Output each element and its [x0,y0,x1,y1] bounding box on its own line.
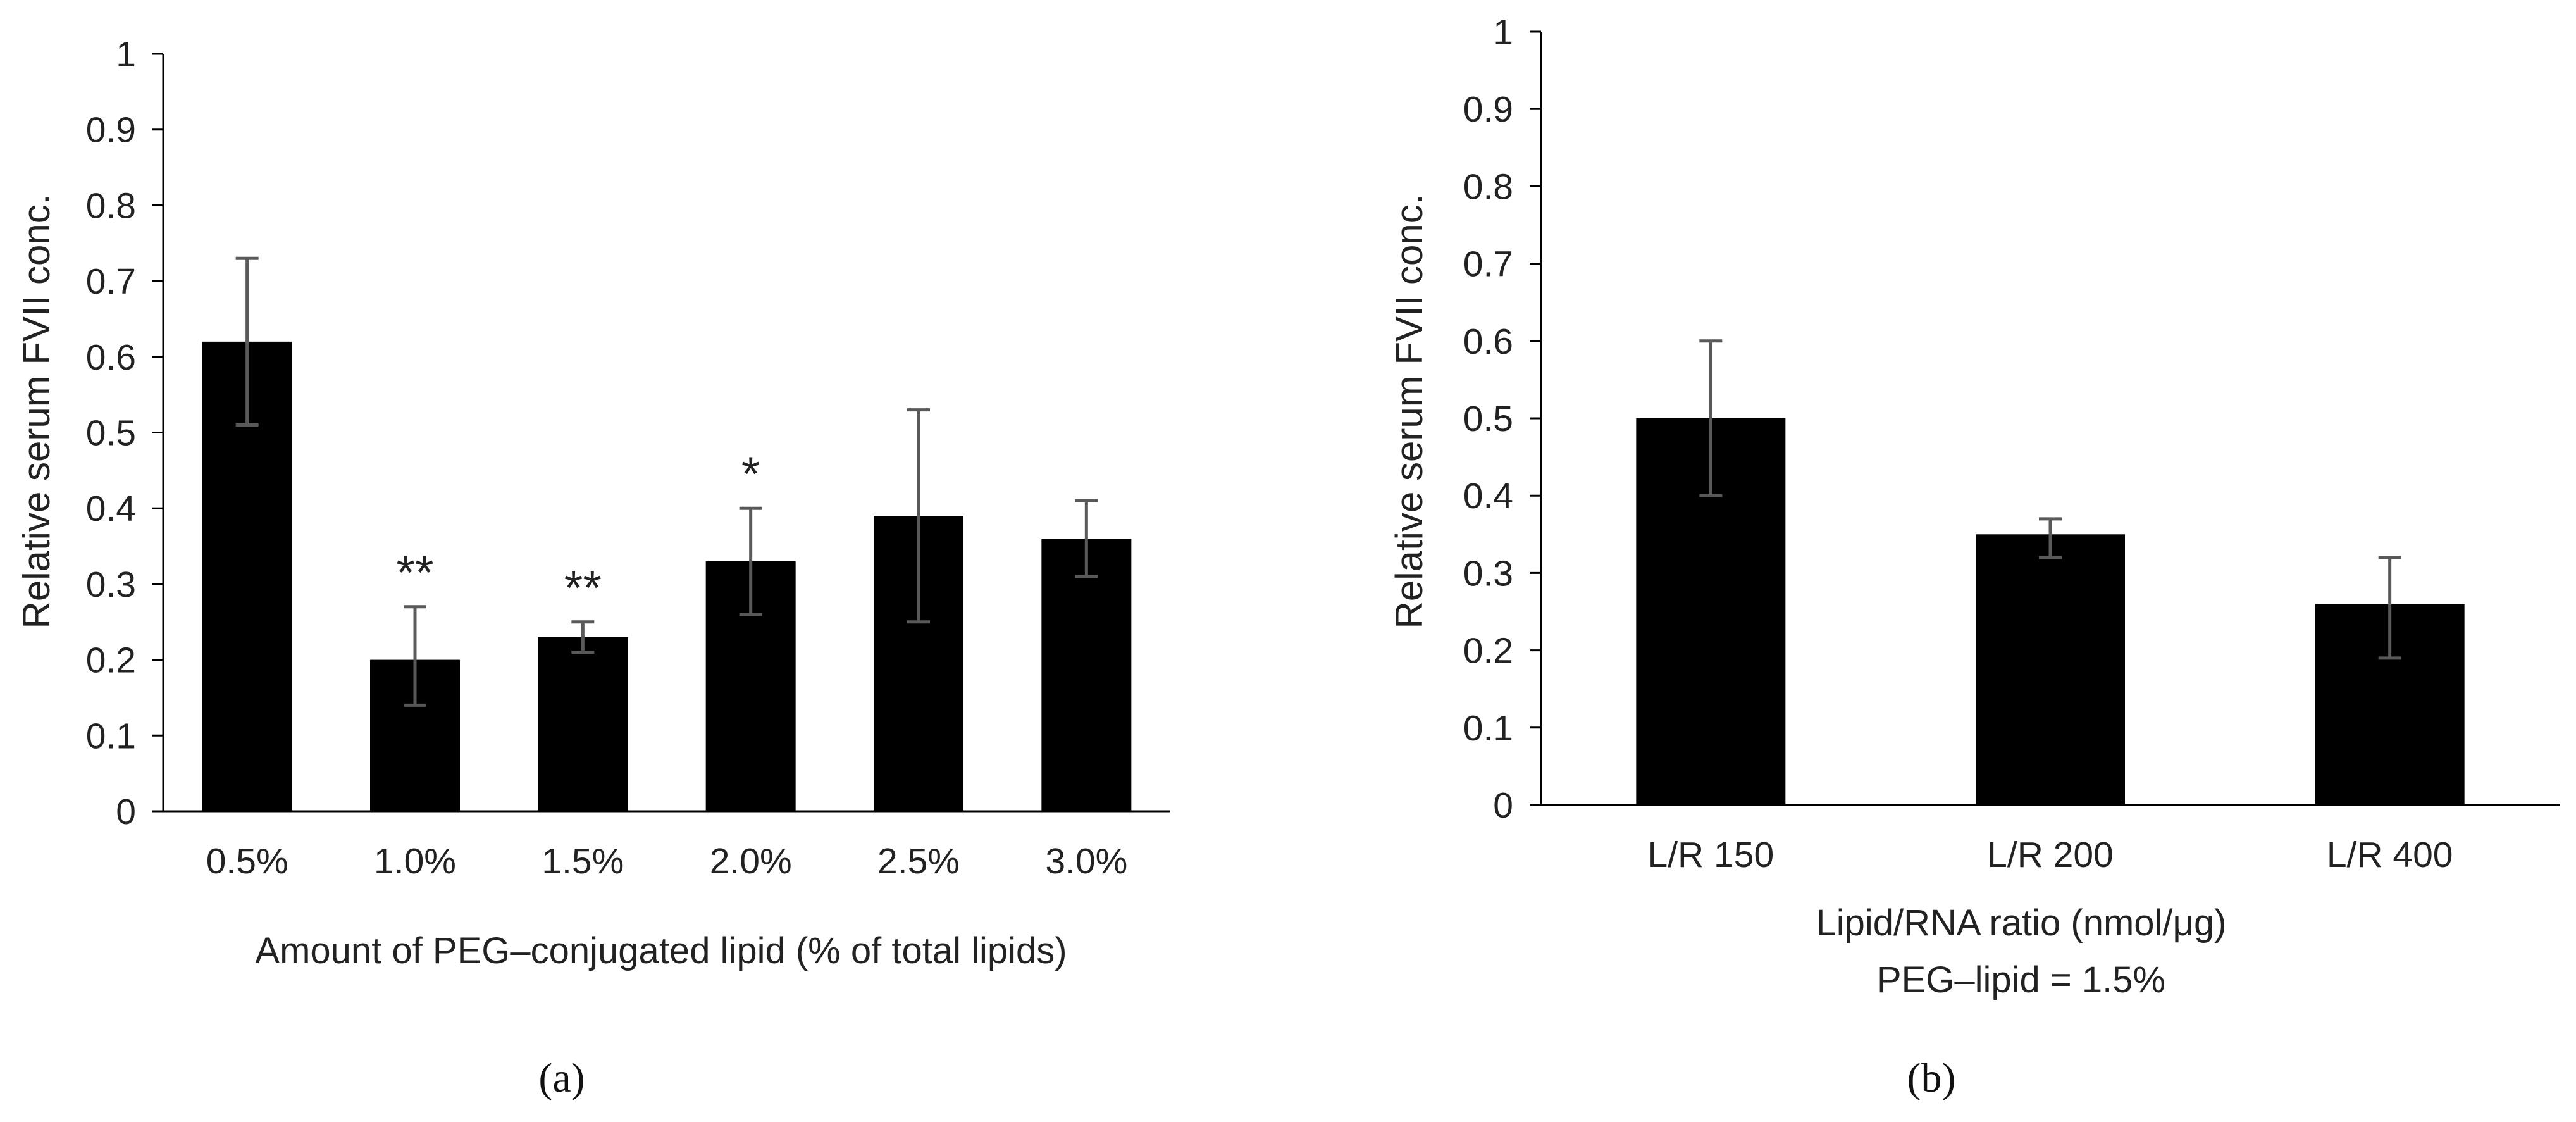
panel-a-category-label: 2.5% [877,841,960,882]
panel-b-bar [1976,534,2125,805]
panel-a-y-tick-label: 0.8 [86,185,136,226]
panel-a-significance-mark: * [741,447,760,501]
panel-a-error-bar [907,408,930,624]
panel-b-y-tick-label: 0.5 [1463,399,1513,439]
panel-a-caption: (a) [538,1055,585,1101]
panel-b-y-tick-label: 0.1 [1463,708,1513,749]
panel-b-error-bar [1699,339,1723,497]
panel-a-category-label: 1.0% [374,841,456,882]
panel-b-y-tick-label: 0.4 [1463,476,1513,516]
panel-a-y-tick-label: 0.2 [86,640,136,681]
panel-b-y-tick-label: 0 [1493,785,1513,826]
panel-b-y-tick-label: 1 [1493,12,1513,53]
panel-b-y-tick-label: 0.7 [1463,244,1513,285]
panel-a-bar [1041,539,1132,811]
panel-a-error-bar [1075,499,1098,578]
panel-a-y-tick-label: 0.6 [86,337,136,378]
panel-b-y-tick-label: 0.2 [1463,631,1513,671]
panel-a-y-tick-label: 0.4 [86,489,136,529]
panel-b-y-tick-label: 0.6 [1463,321,1513,362]
panel-b-y-tick-label: 0.3 [1463,553,1513,594]
panel-b-chart: Relative serum FVII conc. Lipid/RNA rati… [1388,12,2560,1101]
panel-a-chart: Relative serum FVII conc. Amount of PEG–… [15,34,1170,1101]
panel-a-x-axis-label: Amount of PEG–conjugated lipid (% of tot… [255,930,1067,971]
panel-a-significance-mark: ** [396,546,433,600]
panel-a-category-label: 2.0% [710,841,792,882]
panel-b-y-axis-label: Relative serum FVII conc. [1388,194,1430,629]
panel-b-category-label: L/R 400 [2327,835,2453,875]
panel-a-y-tick-label: 0.9 [86,110,136,151]
panel-b-category-label: L/R 150 [1648,835,1774,875]
panel-b-y-tick-label: 0.8 [1463,166,1513,207]
panel-a-significance-mark: ** [564,561,602,615]
panel-a-y-axis-label: Relative serum FVII conc. [15,194,58,629]
panel-b-category-label: L/R 200 [1987,835,2114,875]
panel-a-y-tick-label: 0.7 [86,261,136,302]
panel-b-x-axis-label: Lipid/RNA ratio (nmol/μg) [1816,902,2226,944]
panel-a-error-bar [235,256,259,427]
panel-a-y-tick-label: 0.5 [86,413,136,454]
panel-a-y-tick-label: 1 [116,34,136,75]
panel-a-category-label: 1.5% [542,841,624,882]
panel-a-error-bar [739,506,762,616]
panel-b-y-tick-label: 0.9 [1463,89,1513,130]
panel-a-y-tick-label: 0.1 [86,716,136,756]
panel-a-y-tick-label: 0 [116,792,136,832]
panel-a-category-label: 3.0% [1045,841,1127,882]
panel-a-bar [538,637,628,811]
panel-a-y-tick-label: 0.3 [86,564,136,605]
panel-a-category-label: 0.5% [206,841,288,882]
panel-a-error-bar [404,605,426,707]
panel-b-caption: (b) [1907,1055,1956,1101]
panel-b-x-axis-label-line2: PEG–lipid = 1.5% [1877,959,2165,1000]
panel-a-error-bar [571,620,595,654]
panel-b-error-bar [2039,517,2062,559]
panel-b-error-bar [2378,556,2401,660]
